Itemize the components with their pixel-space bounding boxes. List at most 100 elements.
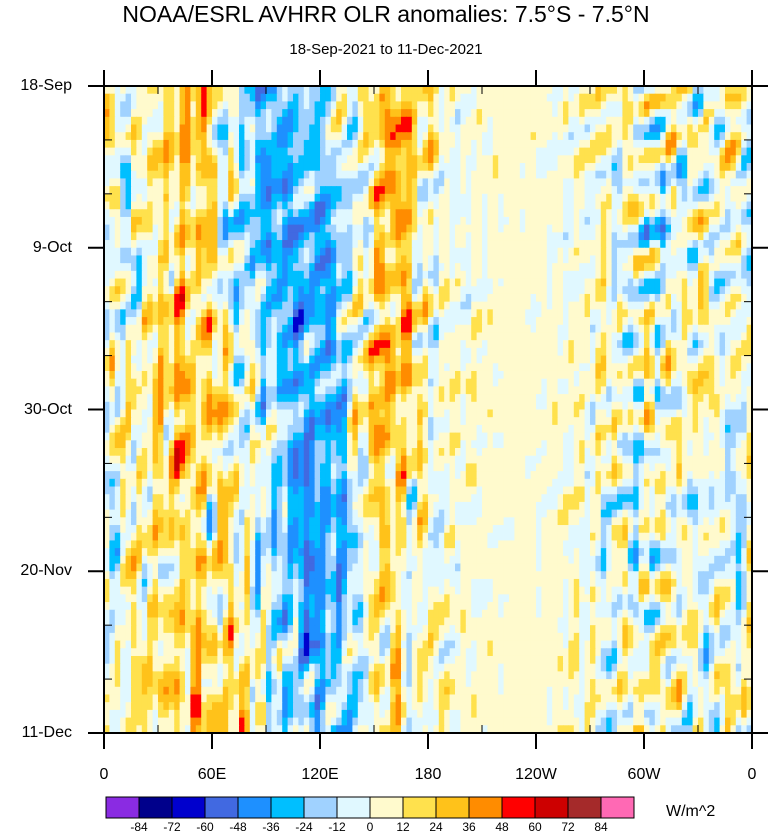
anomaly-cell [579,340,586,349]
anomaly-cell [590,263,596,272]
anomaly-cell [163,340,170,349]
anomaly-cell [357,401,364,411]
anomaly-cell [163,347,170,357]
anomaly-cell [476,378,483,387]
anomaly-cell [271,355,278,364]
anomaly-cell [282,139,289,149]
anomaly-cell [266,209,272,218]
anomaly-cell [163,386,170,395]
anomaly-cell [476,147,483,156]
anomaly-cell [195,332,202,341]
anomaly-cell [719,216,726,226]
anomaly-cell [525,240,532,249]
anomaly-cell [503,170,510,180]
anomaly-cell [179,147,186,156]
anomaly-cell [708,163,715,172]
anomaly-cell [741,170,748,180]
anomaly-cell [536,186,542,195]
anomaly-cell [390,270,397,280]
anomaly-cell [249,270,256,280]
anomaly-cell [233,255,240,264]
anomaly-cell [644,386,650,395]
anomaly-cell [671,255,677,264]
anomaly-cell [444,332,451,341]
anomaly-cell [557,232,564,241]
anomaly-cell [363,132,370,141]
anomaly-cell [584,193,591,203]
anomaly-cell [368,263,375,272]
anomaly-cell [174,401,181,411]
anomaly-cell [125,324,132,334]
anomaly-cell [120,255,127,264]
anomaly-cell [374,255,380,264]
anomaly-cell [206,147,213,156]
anomaly-cell [698,347,704,357]
anomaly-cell [546,116,553,126]
anomaly-cell [536,163,542,172]
anomaly-cell [568,86,575,95]
anomaly-cell [271,116,278,126]
anomaly-cell [201,386,208,395]
anomaly-cell [320,86,326,95]
anomaly-cell [444,270,451,280]
anomaly-cell [298,116,305,126]
anomaly-cell [438,317,445,326]
anomaly-cell [411,370,418,380]
anomaly-cell [730,347,737,357]
anomaly-cell [730,101,737,110]
anomaly-cell [460,317,467,326]
anomaly-cell [590,278,596,287]
anomaly-cell [190,394,197,403]
anomaly-cell [584,324,591,334]
anomaly-cell [563,240,569,249]
anomaly-cell [676,93,683,102]
anomaly-cell [584,201,591,210]
anomaly-cell [730,132,737,141]
anomaly-cell [595,332,602,341]
anomaly-cell [422,232,429,241]
anomaly-cell [671,101,677,110]
anomaly-cell [600,116,607,126]
anomaly-cell [401,132,407,141]
anomaly-cell [595,301,602,310]
anomaly-cell [104,293,110,303]
anomaly-cell [287,224,294,233]
anomaly-cell [600,178,607,187]
anomaly-cell [557,86,564,95]
anomaly-cell [222,263,229,272]
anomaly-cell [341,163,348,172]
anomaly-cell [649,139,656,149]
anomaly-cell [725,247,731,257]
anomaly-cell [309,101,316,110]
anomaly-cell [455,209,461,218]
anomaly-cell [681,186,688,195]
anomaly-cell [465,394,472,403]
anomaly-cell [676,209,683,218]
anomaly-cell [698,270,704,280]
anomaly-cell [455,317,461,326]
anomaly-cell [590,309,596,318]
anomaly-cell [525,109,532,118]
anomaly-cell [660,370,667,380]
anomaly-cell [687,324,694,334]
anomaly-cell [179,255,186,264]
anomaly-cell [644,317,650,326]
anomaly-cell [201,247,208,257]
anomaly-cell [325,278,332,287]
anomaly-cell [131,132,137,141]
anomaly-cell [735,147,742,156]
anomaly-cell [492,216,499,226]
anomaly-cell [417,370,424,380]
anomaly-cell [276,116,283,126]
anomaly-cell [114,155,121,164]
anomaly-cell [217,86,224,95]
anomaly-cell [563,378,569,387]
anomaly-cell [411,86,418,95]
anomaly-cell [660,255,667,264]
anomaly-cell [541,116,548,126]
anomaly-cell [109,401,116,411]
anomaly-cell [671,332,677,341]
anomaly-cell [136,101,143,110]
anomaly-cell [617,324,623,334]
anomaly-cell [395,116,402,126]
